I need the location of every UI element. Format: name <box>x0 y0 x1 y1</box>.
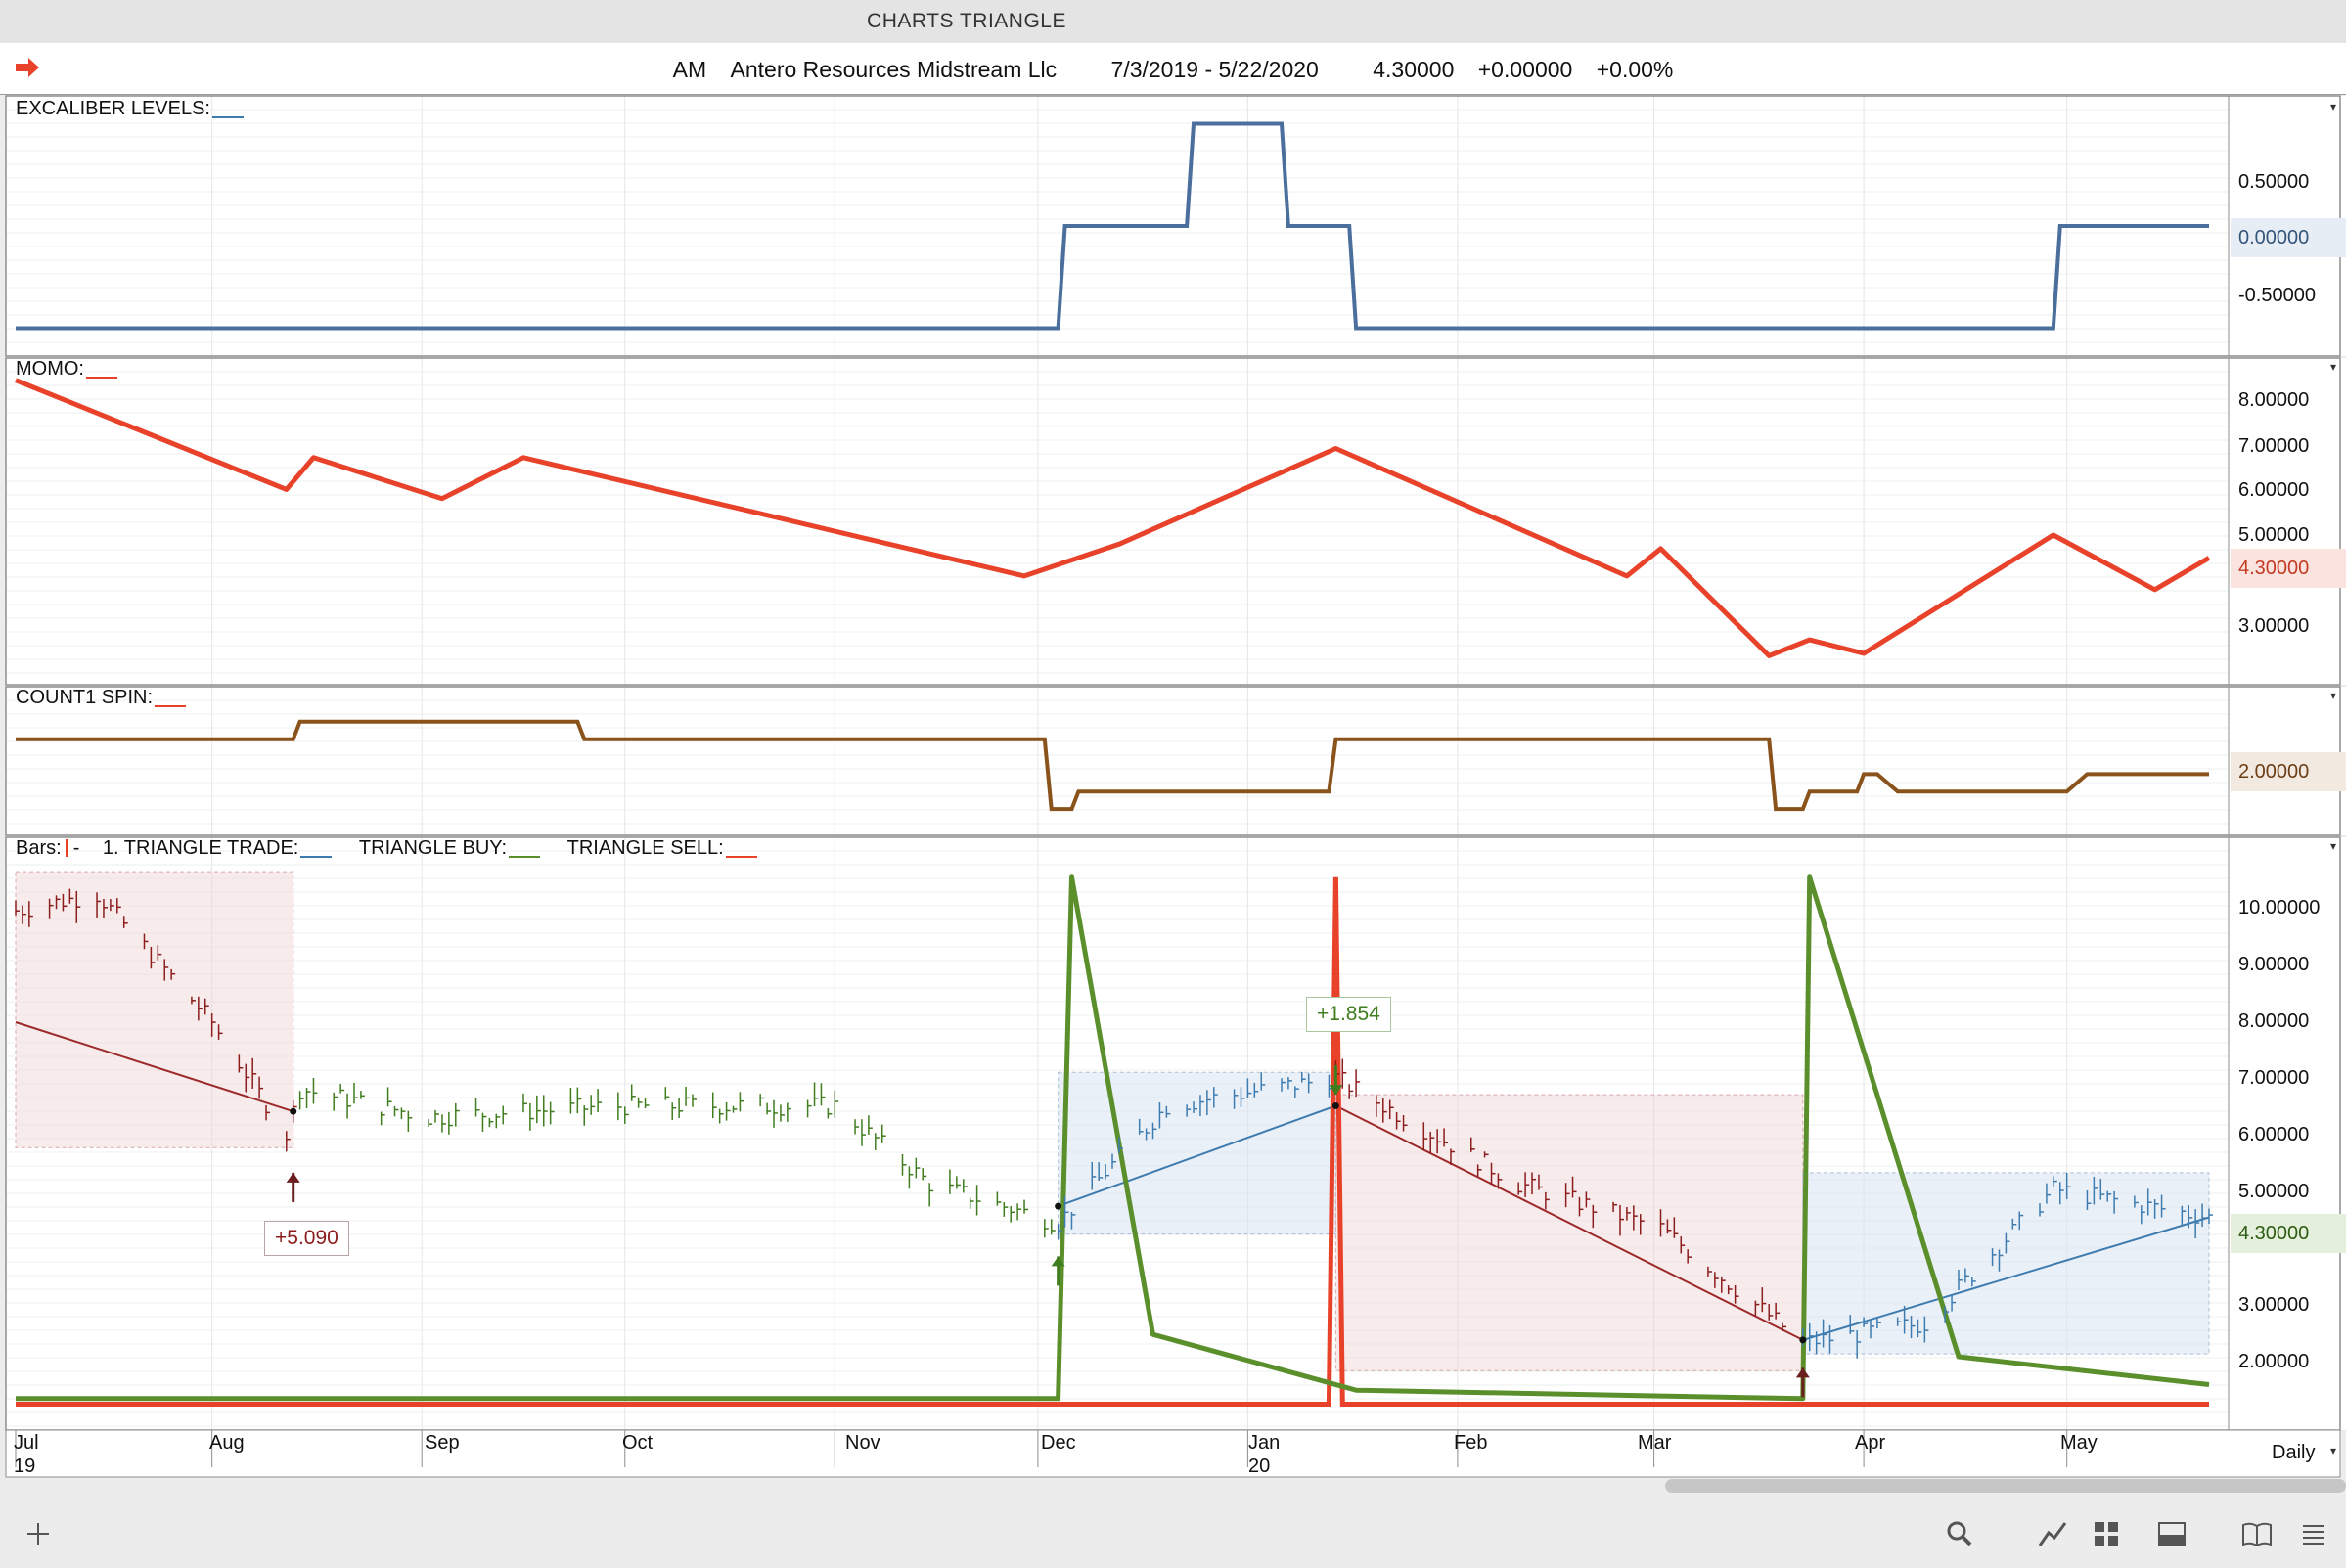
trade-result-label: +5.090 <box>264 1221 349 1256</box>
x-month-label: Jan <box>1248 1432 1281 1454</box>
count-legend: COUNT1 SPIN: <box>16 687 187 709</box>
x-month-label: Nov <box>845 1432 880 1454</box>
x-month-label: Feb <box>1454 1432 1488 1454</box>
panel-collapse-icon[interactable]: ▾ <box>2330 689 2337 702</box>
trade-point <box>290 1107 297 1115</box>
horizontal-scrollbar[interactable] <box>1665 1479 2346 1493</box>
x-month-label: Mar <box>1638 1432 1672 1454</box>
y-tick-label: 5.00000 <box>2238 524 2310 546</box>
trend-line <box>15 1021 294 1113</box>
y-axis-area <box>2229 837 2346 1430</box>
menu-icon[interactable] <box>2299 1519 2328 1548</box>
momo-line <box>15 378 2211 658</box>
bottom-toolbar <box>0 1501 2346 1568</box>
price-legend: Bars: - 1. TRIANGLE TRADE: TRIANGLE BUY: … <box>16 837 757 860</box>
entry-arrow-icon <box>1329 1085 1343 1096</box>
y-tick-label: 10.00000 <box>2238 897 2321 918</box>
y-tick-label: 7.00000 <box>2238 1067 2310 1089</box>
x-month-label: Sep <box>425 1432 460 1454</box>
y-tick-label: 8.00000 <box>2238 389 2310 411</box>
trade-result-label: +1.854 <box>1306 997 1391 1032</box>
x-year-label: 19 <box>14 1456 36 1477</box>
date-range: 7/3/2019 - 5/22/2020 <box>1110 57 1319 82</box>
momo-legend: MOMO: <box>16 358 117 381</box>
x-axis-area <box>5 1429 2341 1478</box>
trend-line <box>1802 1216 2210 1341</box>
excaliber-current-value: 0.00000 <box>2231 218 2346 257</box>
y-tick-label: 5.00000 <box>2238 1181 2310 1202</box>
x-month-label: Dec <box>1041 1432 1076 1454</box>
trend-line <box>1334 1104 1804 1341</box>
y-tick-label: 7.00000 <box>2238 435 2310 457</box>
y-tick-label: 6.00000 <box>2238 479 2310 501</box>
red-arrow-icon[interactable] <box>14 57 41 78</box>
x-year-label: 20 <box>1248 1456 1271 1477</box>
momo-current-value: 4.30000 <box>2231 549 2346 588</box>
symbol-summary: AM Antero Resources Midstream Llc 7/3/20… <box>0 57 2346 83</box>
sell-trade-box <box>15 871 294 1148</box>
entry-arrow-icon <box>286 1172 300 1183</box>
price-change: +0.00000 <box>1477 57 1573 82</box>
symbol-info-bar: AM Antero Resources Midstream Llc 7/3/20… <box>0 43 2346 95</box>
chevron-down-icon[interactable]: ▾ <box>2330 1444 2337 1457</box>
trade-point <box>1055 1202 1062 1210</box>
symbol-ticker[interactable]: AM <box>672 57 707 82</box>
book-icon[interactable] <box>2240 1519 2274 1548</box>
entry-arrow-icon <box>1795 1367 1810 1378</box>
x-month-label: Jul <box>14 1432 39 1454</box>
search-icon[interactable] <box>1945 1519 1974 1548</box>
y-tick-label: 3.00000 <box>2238 1294 2310 1316</box>
panel-collapse-icon[interactable]: ▾ <box>2330 100 2337 113</box>
count-panel <box>6 687 2229 835</box>
interval-selector[interactable]: Daily <box>2272 1442 2316 1463</box>
grid-icon[interactable] <box>2092 1519 2121 1548</box>
excaliber-legend: EXCALIBER LEVELS: <box>16 98 244 120</box>
y-tick-label: 0.50000 <box>2238 171 2310 193</box>
count-current-value: 2.00000 <box>2231 752 2346 791</box>
triangle-buy-line <box>16 874 2210 1402</box>
window-title: CHARTS TRIANGLE <box>867 10 1066 32</box>
panel-frame <box>5 357 2341 686</box>
price-current-value: 4.30000 <box>2231 1214 2346 1253</box>
sell-trade-box <box>1334 1094 1804 1371</box>
y-tick-label: 8.00000 <box>2238 1010 2310 1032</box>
x-month-label: Aug <box>209 1432 245 1454</box>
last-price: 4.30000 <box>1373 57 1455 82</box>
trend-line <box>1058 1104 1336 1208</box>
x-month-label: May <box>2060 1432 2098 1454</box>
line-chart-icon[interactable] <box>2037 1519 2068 1548</box>
excaliber-line <box>16 121 2209 331</box>
panel-icon[interactable] <box>2156 1519 2188 1548</box>
y-axis-area <box>2229 358 2346 685</box>
panel-collapse-icon[interactable]: ▾ <box>2330 360 2337 374</box>
trade-point <box>1799 1336 1807 1344</box>
entry-arrow-icon <box>1051 1256 1065 1267</box>
trade-point <box>1331 1102 1339 1109</box>
y-tick-label: 9.00000 <box>2238 954 2310 975</box>
price-change-pct: +0.00% <box>1596 57 1674 82</box>
y-tick-label: 3.00000 <box>2238 615 2310 637</box>
x-month-label: Oct <box>622 1432 654 1454</box>
count-spin-line <box>16 719 2209 812</box>
buy-trade-box <box>1058 1071 1336 1235</box>
company-name: Antero Resources Midstream Llc <box>730 57 1058 82</box>
y-tick-label: 6.00000 <box>2238 1124 2310 1145</box>
panel-collapse-icon[interactable]: ▾ <box>2330 839 2337 853</box>
y-tick-label: -0.50000 <box>2238 285 2316 306</box>
chart-canvas <box>5 95 2346 1478</box>
y-tick-label: 2.00000 <box>2238 1351 2310 1372</box>
x-month-label: Apr <box>1855 1432 1886 1454</box>
triangle-sell-line <box>16 876 2209 1407</box>
add-icon[interactable] <box>23 1519 53 1548</box>
